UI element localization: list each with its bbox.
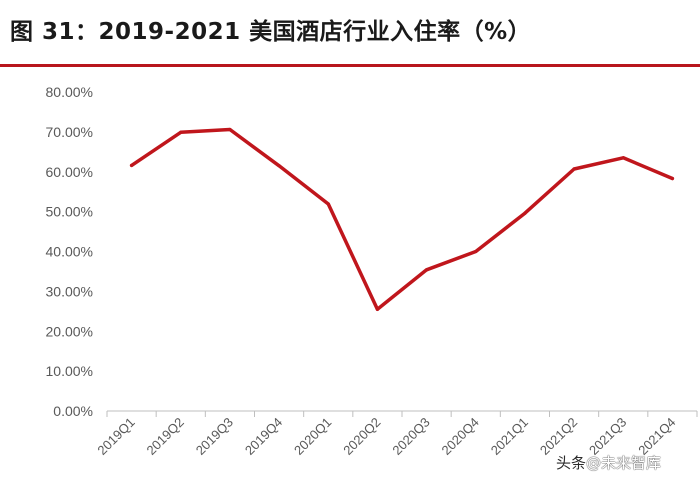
y-tick-label: 10.00% bbox=[46, 363, 93, 379]
chart-title: 图 31：2019-2021 美国酒店行业入住率（%） bbox=[10, 19, 532, 45]
x-tick-label: 2019Q1 bbox=[94, 415, 137, 458]
data-point bbox=[228, 127, 232, 132]
data-point bbox=[424, 268, 429, 272]
x-tick-label: 2019Q3 bbox=[193, 415, 236, 458]
x-tick-label: 2020Q3 bbox=[389, 415, 432, 458]
y-tick-label: 60.00% bbox=[46, 164, 93, 180]
x-tick-label: 2020Q4 bbox=[439, 415, 482, 458]
x-tick-label: 2020Q1 bbox=[291, 415, 334, 458]
data-point bbox=[326, 202, 330, 206]
series-line bbox=[129, 127, 675, 312]
data-point bbox=[670, 176, 675, 181]
y-tick-label: 70.00% bbox=[46, 124, 93, 140]
title-rule bbox=[0, 64, 700, 67]
x-tick-label: 2020Q2 bbox=[340, 415, 383, 458]
data-point bbox=[523, 211, 527, 215]
y-tick-label: 20.00% bbox=[46, 323, 93, 339]
series-layer bbox=[129, 127, 675, 312]
y-tick-label: 30.00% bbox=[46, 283, 93, 299]
watermark: 头条@未来智库 bbox=[556, 452, 661, 473]
data-point bbox=[621, 156, 625, 160]
watermark-brand: @未来智库 bbox=[586, 454, 662, 472]
x-tick-label: 2019Q2 bbox=[144, 415, 187, 458]
y-axis-ticks: 0.00% 10.00% 20.00% 30.00% 40.00% 50.00% 60.00… bbox=[46, 84, 93, 419]
data-point bbox=[572, 167, 576, 171]
x-tick-label: 2019Q4 bbox=[242, 415, 285, 458]
watermark-prefix: 头条 bbox=[556, 454, 587, 472]
data-point bbox=[179, 130, 183, 134]
y-tick-label: 80.00% bbox=[46, 84, 93, 100]
y-tick-label: 0.00% bbox=[53, 403, 93, 419]
y-tick-label: 50.00% bbox=[46, 204, 93, 220]
x-axis-tickmarks bbox=[106, 411, 698, 417]
x-tick-label: 2021Q1 bbox=[488, 415, 531, 458]
data-point bbox=[129, 163, 134, 167]
data-point bbox=[375, 307, 380, 311]
data-point bbox=[277, 164, 281, 168]
data-point bbox=[474, 249, 478, 254]
y-tick-label: 40.00% bbox=[46, 244, 93, 260]
